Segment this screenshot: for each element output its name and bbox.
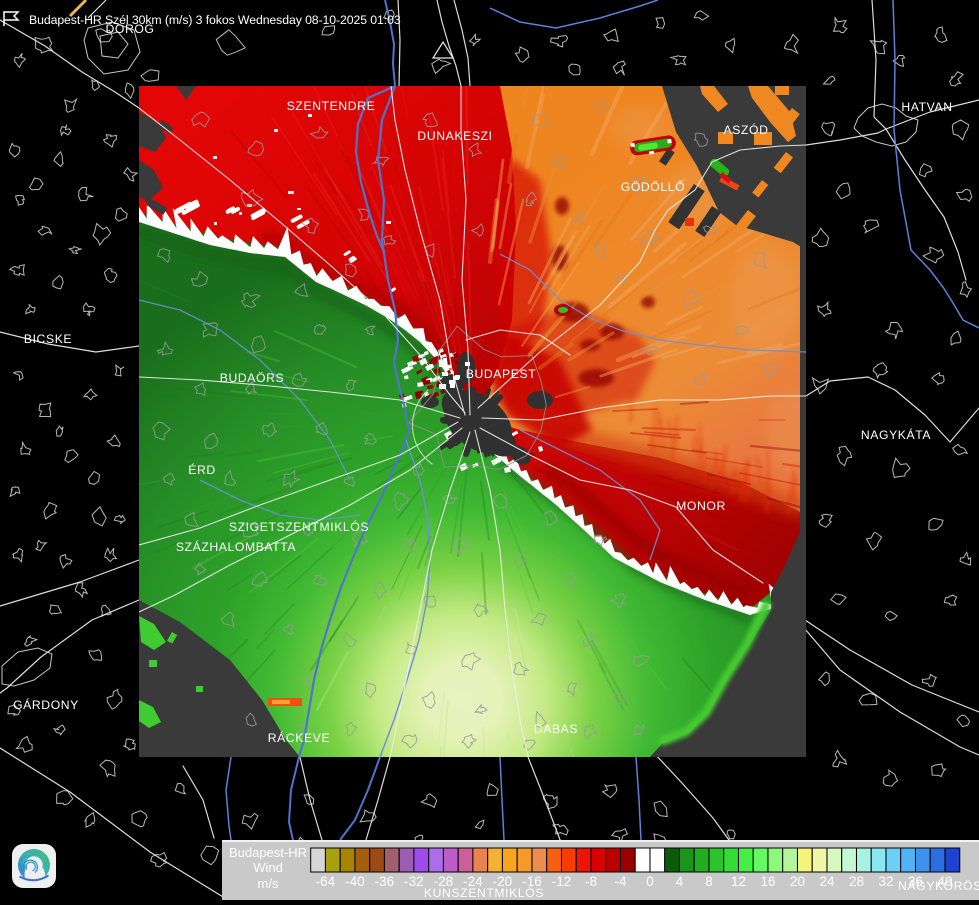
svg-text:-24: -24 (463, 874, 483, 889)
svg-text:ÉRD: ÉRD (188, 462, 216, 477)
svg-text:12: 12 (731, 874, 746, 889)
svg-text:-36: -36 (375, 874, 395, 889)
svg-text:m/s: m/s (258, 876, 279, 891)
svg-text:0: 0 (646, 874, 654, 889)
svg-text:20: 20 (790, 874, 805, 889)
svg-text:BICSKE: BICSKE (24, 332, 72, 346)
svg-text:RÁCKEVE: RÁCKEVE (268, 730, 330, 745)
svg-text:GÁRDONY: GÁRDONY (13, 697, 79, 712)
svg-text:SZIGETSZENTMIKLÓS: SZIGETSZENTMIKLÓS (229, 519, 369, 534)
svg-text:36: 36 (908, 874, 923, 889)
svg-text:BUDAPEST: BUDAPEST (466, 367, 537, 381)
svg-text:Budapest-HR Szél 30km (m/s) 3: Budapest-HR Szél 30km (m/s) 3 fokos Wedn… (29, 13, 401, 27)
svg-text:BUDAÖRS: BUDAÖRS (220, 371, 284, 385)
svg-text:-12: -12 (552, 874, 572, 889)
svg-text:GÖDÖLLŐ: GÖDÖLLŐ (621, 179, 685, 194)
svg-text:SZENTENDRE: SZENTENDRE (287, 99, 376, 113)
svg-text:DUNAKESZI: DUNAKESZI (417, 129, 492, 143)
svg-text:-40: -40 (345, 874, 365, 889)
svg-text:-20: -20 (493, 874, 513, 889)
svg-text:-64: -64 (316, 874, 336, 889)
svg-text:4: 4 (676, 874, 684, 889)
svg-text:28: 28 (849, 874, 864, 889)
svg-text:DOROG: DOROG (105, 22, 154, 36)
svg-text:16: 16 (760, 874, 775, 889)
svg-text:SZÁZHALOMBATTA: SZÁZHALOMBATTA (176, 539, 297, 554)
svg-text:ASZÓD: ASZÓD (724, 122, 769, 137)
svg-text:Budapest-HR: Budapest-HR (229, 845, 307, 860)
svg-text:HATVAN: HATVAN (901, 100, 952, 114)
svg-text:40: 40 (937, 874, 952, 889)
svg-text:24: 24 (819, 874, 835, 889)
svg-text:-16: -16 (522, 874, 542, 889)
svg-text:-32: -32 (404, 874, 424, 889)
svg-text:MONOR: MONOR (676, 499, 726, 513)
svg-text:8: 8 (705, 874, 713, 889)
svg-text:NAGYKŐRÖS: NAGYKŐRÖS (898, 878, 979, 893)
svg-text:Wind: Wind (253, 860, 283, 875)
svg-text:-4: -4 (614, 874, 626, 889)
svg-text:DABAS: DABAS (534, 722, 578, 736)
svg-text:NAGYKÁTA: NAGYKÁTA (861, 427, 932, 442)
svg-text:32: 32 (878, 874, 893, 889)
svg-text:-8: -8 (585, 874, 597, 889)
svg-text:-28: -28 (434, 874, 454, 889)
svg-text:KUNSZENTMIKLÓS: KUNSZENTMIKLÓS (424, 885, 544, 900)
